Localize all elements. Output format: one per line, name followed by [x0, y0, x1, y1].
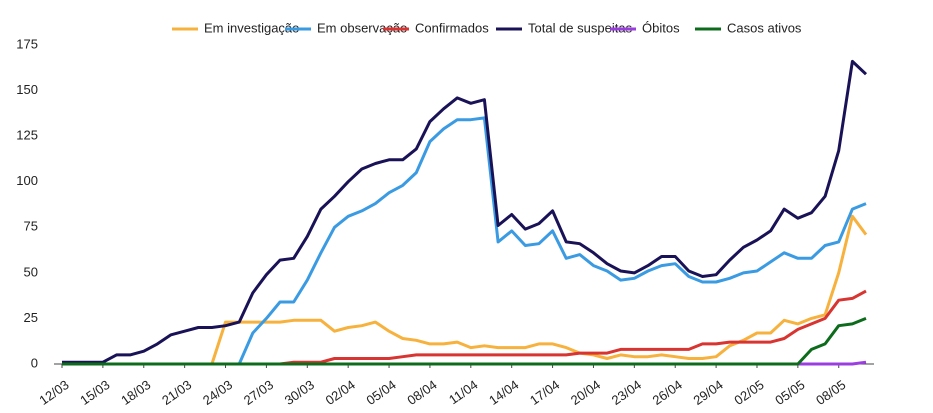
- x-tick-label: 11/04: [446, 377, 480, 407]
- series-line: [62, 59, 868, 364]
- x-tick-label: 02/04: [323, 377, 358, 408]
- x-tick-label: 05/05: [772, 377, 807, 408]
- legend: Em investigação Em observação Confirmados T…: [172, 20, 802, 35]
- x-tick-label: 08/05: [813, 377, 848, 408]
- x-tick-label: 05/04: [363, 377, 398, 408]
- x-tick-label: 15/03: [77, 377, 112, 408]
- x-tick-label: 12/03: [36, 377, 71, 408]
- x-tick-label: 08/04: [404, 377, 439, 408]
- x-tick-label: 23/04: [609, 377, 644, 408]
- y-tick-label: 125: [16, 128, 38, 143]
- x-tick-label: 24/03: [200, 377, 235, 408]
- series-line: [62, 116, 867, 366]
- x-tick-label: 14/04: [486, 377, 521, 408]
- y-tick-label: 100: [16, 173, 38, 188]
- x-tick-label: 30/03: [282, 377, 317, 408]
- y-tick-label: 0: [31, 355, 38, 370]
- x-tick-label: 29/04: [691, 377, 726, 408]
- legend-label: Em observação: [317, 20, 407, 35]
- x-tick-label: 21/03: [159, 377, 194, 408]
- legend-label: Total de suspeitas: [528, 20, 633, 35]
- x-tick-label: 17/04: [527, 377, 562, 408]
- y-tick-label: 175: [16, 36, 38, 51]
- series-line: [62, 317, 867, 366]
- x-tick-label: 27/03: [241, 377, 276, 408]
- series-line: [62, 289, 867, 366]
- legend-label: Confirmados: [415, 20, 489, 35]
- y-tick-label: 150: [16, 82, 38, 97]
- y-tick-label: 25: [24, 310, 38, 325]
- y-tick-label: 75: [24, 219, 38, 234]
- legend-label: Óbitos: [642, 20, 680, 35]
- y-tick-label: 50: [24, 264, 38, 279]
- x-tick-label: 20/04: [568, 377, 603, 408]
- x-tick-label: 18/03: [118, 377, 153, 408]
- x-tick-label: 02/05: [731, 377, 766, 408]
- x-tick-label: 26/04: [650, 377, 685, 408]
- legend-label: Casos ativos: [727, 20, 802, 35]
- legend-label: Em investigação: [204, 20, 299, 35]
